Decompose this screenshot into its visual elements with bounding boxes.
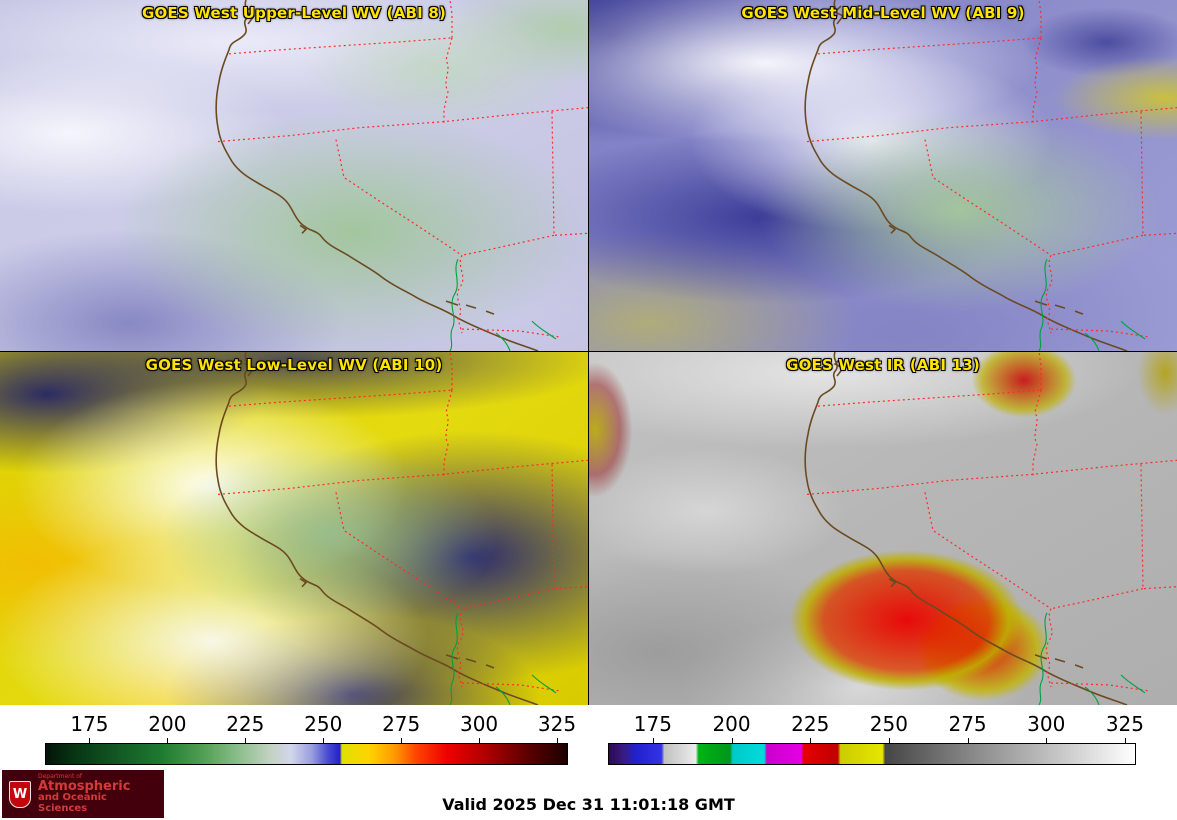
colorbar-tick-label: 225 xyxy=(226,712,265,736)
colorbar-tick-label: 175 xyxy=(70,712,109,736)
wv-colorbar: 175 200 225 250 275 300 325 xyxy=(45,711,576,767)
colorbar-tick-label: 300 xyxy=(459,712,499,736)
colorbar-tick-mark xyxy=(810,738,812,743)
colorbar-tick-label: 175 xyxy=(633,712,672,736)
colorbar-tick-mark xyxy=(731,738,733,743)
satellite-imagery-abi13 xyxy=(589,352,1177,705)
colorbar-tick-label: 325 xyxy=(537,712,577,736)
colorbar-tick-label: 250 xyxy=(304,712,343,736)
panel-low-level-wv: GOES West Low-Level WV (ABI 10) xyxy=(0,352,588,705)
panel-title-abi13: GOES West IR (ABI 13) xyxy=(786,356,980,374)
ir-colorbar-ticks: 175 200 225 250 275 300 325 xyxy=(608,711,1144,738)
colorbar-tick-label: 275 xyxy=(948,712,987,736)
logo-dept-line: Department of xyxy=(38,772,82,780)
satellite-imagery-abi10 xyxy=(0,352,588,705)
valid-time-label: Valid 2025 Dec 31 11:01:18 GMT xyxy=(442,795,735,814)
colorbar-tick-mark xyxy=(1124,738,1126,743)
satellite-imagery-abi8 xyxy=(0,0,588,351)
ir-colorbar: 175 200 225 250 275 300 325 xyxy=(608,711,1144,767)
colorbar-tick-mark xyxy=(479,738,481,743)
colorbar-tick-label: 275 xyxy=(382,712,421,736)
basemap-overlay xyxy=(589,0,1177,351)
footer: W Department of Atmospheric and Oceanic … xyxy=(0,768,1177,820)
wv-colorbar-ticks: 175 200 225 250 275 300 325 xyxy=(45,711,576,738)
colorbar-tick-mark xyxy=(967,738,969,743)
colorbar-tick-mark xyxy=(167,738,169,743)
satellite-imagery-abi9 xyxy=(589,0,1177,351)
logo-text: Department of Atmospheric and Oceanic Sc… xyxy=(38,772,157,815)
colorbar-tick-mark xyxy=(401,738,403,743)
logo-line1: Atmospheric xyxy=(38,778,131,794)
satellite-panel-grid: GOES West Upper-Level WV (ABI 8) GOES We… xyxy=(0,0,1177,705)
colorbar-tick-label: 225 xyxy=(791,712,830,736)
uw-aos-logo: W Department of Atmospheric and Oceanic … xyxy=(2,770,164,818)
colorbar-tick-mark xyxy=(323,738,325,743)
colorbar-tick-mark xyxy=(1046,738,1048,743)
panel-upper-level-wv: GOES West Upper-Level WV (ABI 8) xyxy=(0,0,588,351)
panel-mid-level-wv: GOES West Mid-Level WV (ABI 9) xyxy=(589,0,1177,351)
panel-ir: GOES West IR (ABI 13) xyxy=(589,352,1177,705)
colorbar-tick-mark xyxy=(652,738,654,743)
uw-crest-icon: W xyxy=(9,780,31,808)
colorbar-tick-label: 200 xyxy=(148,712,187,736)
colorbar-tick-label: 325 xyxy=(1105,712,1144,736)
ir-colorbar-gradient xyxy=(608,743,1136,765)
colorbar-tick-mark xyxy=(557,738,559,743)
colorbar-tick-mark xyxy=(888,738,890,743)
panel-title-abi9: GOES West Mid-Level WV (ABI 9) xyxy=(741,4,1025,22)
basemap-overlay xyxy=(589,352,1177,705)
colorbar-tick-label: 200 xyxy=(712,712,751,736)
colorbar-tick-label: 250 xyxy=(869,712,908,736)
panel-title-abi8: GOES West Upper-Level WV (ABI 8) xyxy=(141,4,447,22)
colorbar-tick-label: 300 xyxy=(1027,712,1066,736)
panel-title-abi10: GOES West Low-Level WV (ABI 10) xyxy=(145,356,443,374)
basemap-overlay xyxy=(0,0,588,351)
colorbar-row: 175 200 225 250 275 300 325 175 200 225 250 275 300… xyxy=(0,705,1177,768)
colorbar-tick-mark xyxy=(89,738,91,743)
colorbar-tick-mark xyxy=(245,738,247,743)
wv-colorbar-gradient xyxy=(45,743,568,765)
basemap-overlay xyxy=(0,352,588,705)
logo-line2: and Oceanic Sciences xyxy=(38,792,107,814)
